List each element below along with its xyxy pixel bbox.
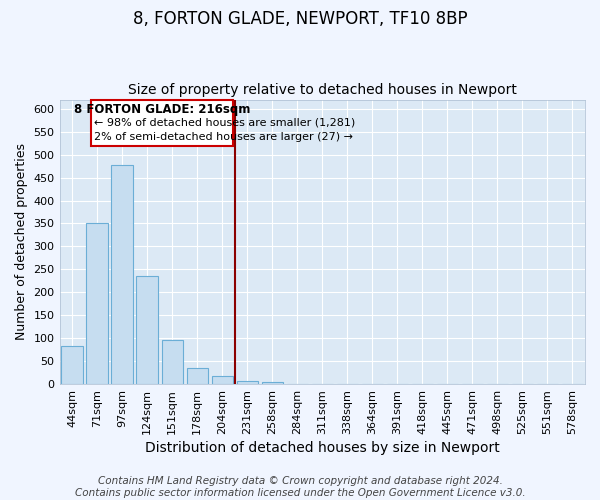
Bar — [86, 224, 108, 384]
Bar — [112, 164, 133, 384]
Bar — [161, 340, 183, 384]
Bar — [61, 346, 83, 384]
FancyBboxPatch shape — [91, 100, 233, 146]
Bar — [262, 382, 283, 384]
Text: 8, FORTON GLADE, NEWPORT, TF10 8BP: 8, FORTON GLADE, NEWPORT, TF10 8BP — [133, 10, 467, 28]
Text: 8 FORTON GLADE: 216sqm: 8 FORTON GLADE: 216sqm — [74, 103, 250, 116]
Bar — [212, 376, 233, 384]
X-axis label: Distribution of detached houses by size in Newport: Distribution of detached houses by size … — [145, 441, 500, 455]
Bar — [236, 381, 258, 384]
Bar — [187, 368, 208, 384]
Y-axis label: Number of detached properties: Number of detached properties — [15, 144, 28, 340]
Text: Contains HM Land Registry data © Crown copyright and database right 2024.
Contai: Contains HM Land Registry data © Crown c… — [74, 476, 526, 498]
Bar — [136, 276, 158, 384]
Text: ← 98% of detached houses are smaller (1,281): ← 98% of detached houses are smaller (1,… — [94, 118, 355, 128]
Text: 2% of semi-detached houses are larger (27) →: 2% of semi-detached houses are larger (2… — [94, 132, 353, 141]
Title: Size of property relative to detached houses in Newport: Size of property relative to detached ho… — [128, 83, 517, 97]
